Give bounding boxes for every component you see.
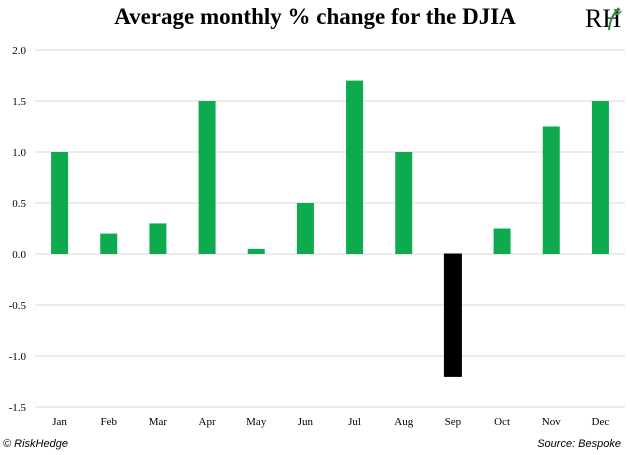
x-axis-ticks: Jan Feb Mar Apr May Jun Jul Aug Sep Oct Nov Dec bbox=[52, 416, 609, 428]
x-tick-label-jun: Jun bbox=[298, 416, 314, 428]
y-axis-ticks: 2.0 1.5 1.0 0.5 0.0 -0.5 -1.0 -1.5 bbox=[9, 45, 27, 414]
riskhedge-logo: RH bbox=[583, 2, 623, 34]
bar-dec bbox=[591, 101, 609, 254]
bar-jan bbox=[51, 152, 69, 254]
y-tick-label: -1.5 bbox=[9, 402, 27, 414]
y-tick-label: 1.0 bbox=[12, 147, 26, 159]
bar-aug bbox=[395, 152, 413, 254]
gridlines bbox=[35, 49, 625, 408]
x-tick-label-mar: Mar bbox=[149, 416, 168, 428]
bar-apr bbox=[198, 101, 216, 254]
bar-sep bbox=[443, 253, 462, 377]
bar-mar bbox=[149, 223, 167, 254]
bar-jul bbox=[346, 80, 364, 254]
chart-title: Average monthly % change for the DJIA bbox=[114, 4, 516, 29]
copyright-note: © RiskHedge bbox=[3, 438, 68, 450]
x-tick-label-may: May bbox=[246, 416, 267, 428]
x-tick-label-jan: Jan bbox=[52, 416, 67, 428]
bar-feb bbox=[100, 233, 118, 254]
y-tick-label: -0.5 bbox=[9, 300, 27, 312]
bar-nov bbox=[542, 126, 560, 254]
y-tick-label: -1.0 bbox=[9, 351, 27, 363]
x-tick-label-jul: Jul bbox=[348, 416, 361, 428]
bar-oct bbox=[493, 228, 511, 254]
logo-leaf bbox=[614, 11, 622, 16]
y-tick-label: 2.0 bbox=[12, 45, 26, 57]
x-tick-label-aug: Aug bbox=[394, 416, 413, 428]
bar-jun bbox=[296, 203, 314, 254]
x-tick-label-feb: Feb bbox=[101, 416, 118, 428]
source-note: Source: Bespoke bbox=[537, 438, 621, 450]
x-tick-label-sep: Sep bbox=[445, 416, 462, 428]
x-tick-label-nov: Nov bbox=[542, 416, 561, 428]
bars bbox=[51, 80, 609, 377]
x-tick-label-apr: Apr bbox=[199, 416, 216, 428]
logo-text: RH bbox=[585, 4, 621, 33]
y-tick-label: 0.0 bbox=[12, 249, 26, 261]
x-tick-label-oct: Oct bbox=[494, 416, 510, 428]
x-tick-label-dec: Dec bbox=[592, 416, 610, 428]
y-tick-label: 0.5 bbox=[12, 198, 26, 210]
logo-leaf-stem bbox=[608, 7, 620, 31]
y-tick-label: 1.5 bbox=[12, 96, 26, 108]
bar-may bbox=[247, 248, 265, 254]
